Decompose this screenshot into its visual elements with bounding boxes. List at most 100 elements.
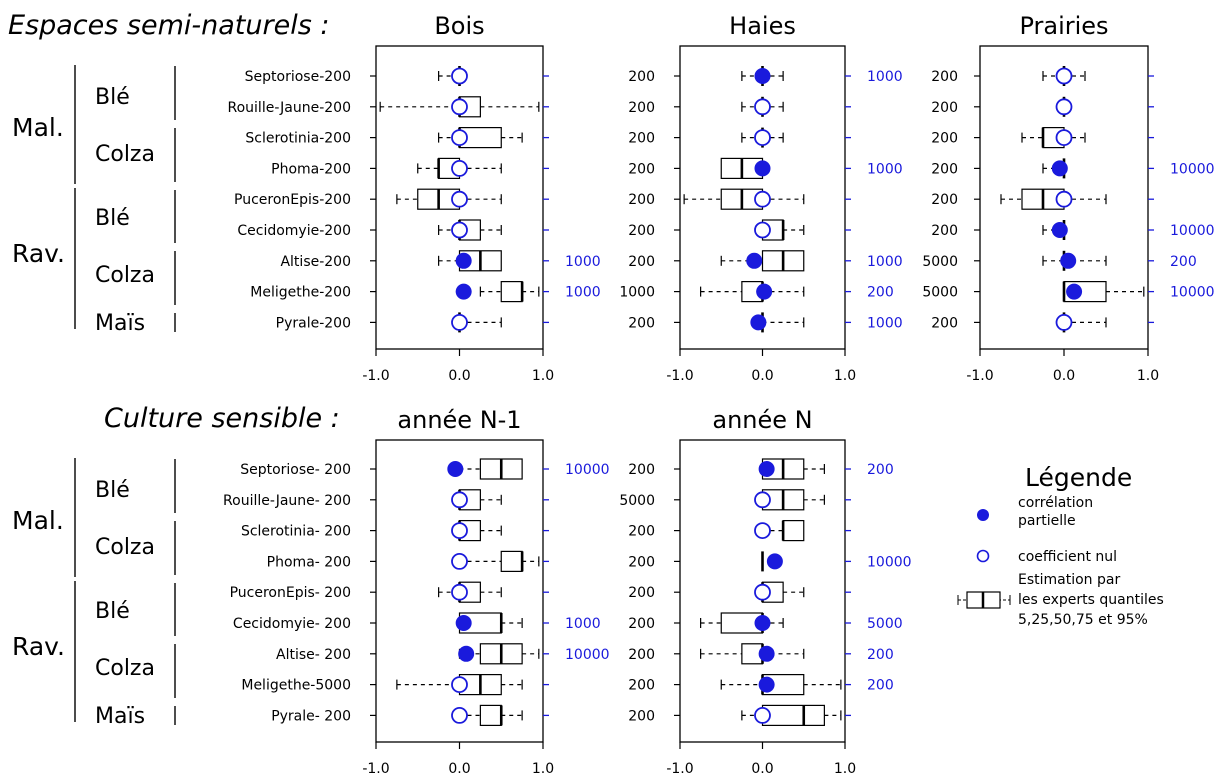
right-axis-label: 200 [867, 462, 894, 478]
row-label: Altise-200 [280, 254, 351, 270]
partial-correlation-point [447, 461, 464, 477]
partial-correlation-point [458, 645, 475, 662]
row-label: 200 [931, 223, 958, 239]
panel-title: Bois [434, 12, 484, 40]
null-coefficient-point [1055, 313, 1073, 331]
panel-title: Haies [729, 12, 796, 40]
right-axis-label: 10000 [1170, 223, 1215, 239]
null-coefficient-point [754, 491, 771, 509]
null-coefficient-point [754, 190, 771, 208]
row-label: 5000 [922, 285, 958, 301]
crop-label-mais: Maïs [95, 704, 145, 729]
x-tick-label: 0.0 [448, 761, 470, 777]
crop-label-colza: Colza [95, 656, 155, 681]
partial-correlation-point [1051, 222, 1068, 238]
quantile-box [500, 281, 523, 303]
partial-correlation-point [455, 252, 472, 269]
x-tick-label: 0.0 [1053, 368, 1075, 384]
chart-panel: année N -1.0 0.0 1.0 200 200 5000 200 200 10000 20… [619, 406, 911, 777]
row-label: Phoma- 200 [267, 554, 351, 570]
legend-text-line: partielle [1018, 513, 1076, 529]
crop-label-ble: Blé [95, 85, 130, 110]
panel-title: année N [712, 406, 812, 434]
row-label: 1000 [619, 285, 655, 301]
row-label: 200 [628, 69, 655, 85]
row-label: Pyrale-200 [276, 315, 351, 331]
legend-text-line: les experts quantiles [1018, 592, 1164, 608]
legend: Légende corrélation partielle coefficient… [957, 463, 1164, 628]
null-coefficient-point [754, 522, 771, 539]
quantile-box [479, 704, 502, 727]
crop-label-ble: Blé [95, 206, 130, 231]
row-label: Meligethe-5000 [241, 678, 351, 694]
row-label: 200 [628, 616, 655, 632]
null-coefficient-point [1055, 98, 1073, 116]
x-tick-label: -1.0 [362, 761, 389, 777]
null-coefficient-point [451, 129, 468, 147]
null-coefficient-point [451, 98, 468, 116]
right-axis-label: 10000 [867, 554, 912, 570]
legend-text-line: 5,25,50,75 et 95% [1018, 612, 1148, 628]
row-label: 200 [931, 161, 958, 177]
x-tick-label: -1.0 [362, 368, 389, 384]
row-label: Cecidomyie-200 [237, 223, 351, 239]
right-axis-label: 200 [867, 285, 894, 301]
null-coefficient-point [754, 707, 771, 724]
legend-partial-correlation-label: corrélation partielle [1018, 495, 1093, 529]
null-coefficient-point [1055, 129, 1073, 147]
row-label: 200 [931, 315, 958, 331]
right-axis-label: 1000 [565, 616, 601, 632]
legend-text-line: Estimation par [1018, 572, 1120, 588]
row-label: 200 [931, 131, 958, 147]
x-tick-label: 0.0 [751, 368, 773, 384]
row-label: Cecidomyie- 200 [233, 616, 351, 632]
chart-panel: Prairies -1.0 0.0 1.0 200 200 200 200 10000 200 20… [922, 12, 1214, 384]
x-tick-label: 1.0 [532, 761, 554, 777]
row-label: Meligethe-200 [250, 285, 351, 301]
right-axis-label: 1000 [867, 315, 903, 331]
partial-correlation-point [750, 314, 767, 331]
row-label: 200 [628, 131, 655, 147]
right-axis-label: 1000 [867, 161, 903, 177]
row-label: 200 [931, 100, 958, 116]
right-axis-label: 200 [1170, 254, 1197, 270]
x-tick-label: -1.0 [966, 368, 993, 384]
x-tick-label: 0.0 [751, 761, 773, 777]
crop-label-ble: Blé [95, 478, 130, 503]
crop-label-colza: Colza [95, 535, 155, 560]
null-coefficient-point [451, 190, 468, 208]
x-tick-label: 0.0 [448, 368, 470, 384]
row-label: Altise- 200 [276, 647, 351, 663]
partial-correlation-point [1051, 160, 1068, 177]
row-label: 200 [628, 161, 655, 177]
partial-correlation-point [754, 160, 771, 177]
partial-correlation-point [758, 676, 775, 693]
row-label: 200 [628, 100, 655, 116]
row-label: 5000 [922, 254, 958, 270]
quantile-box [500, 550, 523, 573]
row-label: Rouille-Jaune- 200 [223, 493, 351, 509]
row-label: Pyrale- 200 [271, 708, 351, 724]
legend-partial-correlation-marker [977, 509, 989, 521]
row-label: 200 [628, 254, 655, 270]
null-coefficient-point [451, 491, 468, 509]
partial-correlation-point [1066, 283, 1083, 300]
partial-correlation-point [756, 283, 773, 300]
partial-correlation-point [754, 615, 771, 631]
row-label: 200 [628, 647, 655, 663]
null-coefficient-point [754, 129, 771, 147]
row-label: Sclerotinia- 200 [241, 524, 351, 540]
partial-correlation-point [754, 68, 771, 84]
partial-correlation-point [455, 615, 472, 631]
legend-text-line: corrélation [1018, 495, 1093, 511]
group-label-mal: Mal. [12, 113, 64, 142]
null-coefficient-point [451, 313, 468, 331]
partial-correlation-point [746, 252, 763, 269]
row-grouping: Espaces semi-naturels : Culture sensible… [8, 10, 340, 729]
row-label: Septoriose-200 [245, 69, 351, 85]
partial-correlation-point [758, 461, 775, 477]
legend-expert-label: Estimation par les experts quantiles 5,25,… [1018, 572, 1164, 628]
right-axis-label: 10000 [565, 462, 610, 478]
row-label: PuceronEpis- 200 [230, 585, 351, 601]
row-label: Septoriose- 200 [240, 462, 351, 478]
